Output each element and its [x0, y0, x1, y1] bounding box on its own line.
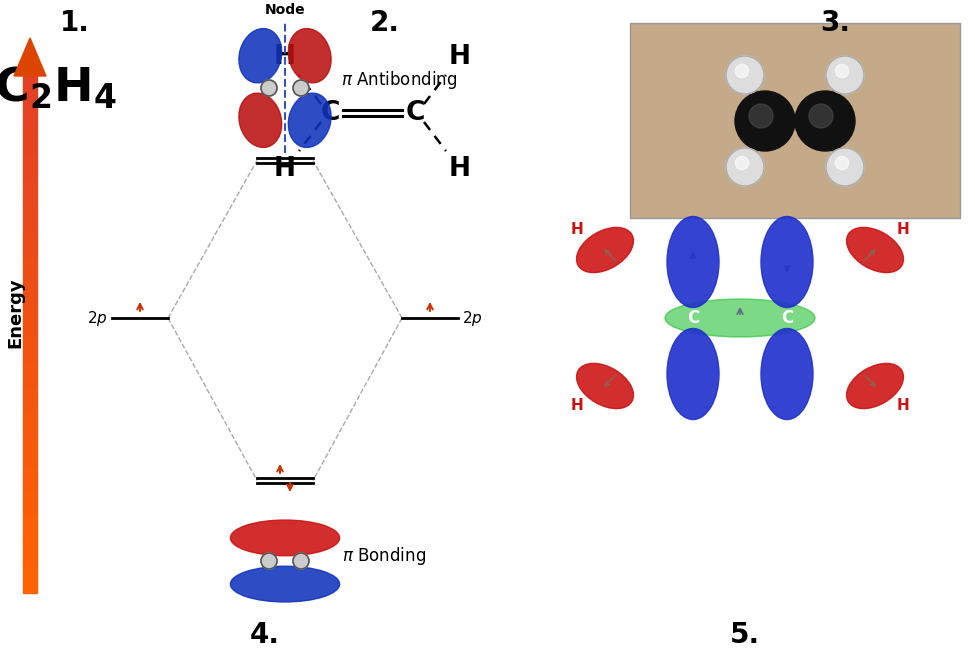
Text: H: H — [449, 156, 471, 182]
Text: H: H — [897, 223, 910, 238]
Ellipse shape — [239, 93, 282, 148]
Circle shape — [735, 156, 749, 170]
Ellipse shape — [289, 93, 332, 148]
Ellipse shape — [230, 566, 339, 602]
Ellipse shape — [665, 299, 815, 337]
Ellipse shape — [230, 520, 339, 556]
Text: Energy: Energy — [6, 278, 24, 348]
Ellipse shape — [846, 364, 904, 409]
Circle shape — [726, 56, 764, 94]
Bar — [23, 412, 37, 438]
Text: Node: Node — [264, 3, 305, 16]
FancyBboxPatch shape — [630, 23, 960, 218]
Text: C: C — [686, 309, 699, 327]
Bar — [23, 76, 37, 102]
Text: H: H — [274, 44, 296, 70]
Text: C: C — [406, 100, 425, 126]
Text: $2p$: $2p$ — [88, 308, 108, 328]
Text: H: H — [570, 223, 583, 238]
Text: $\pi$ Bonding: $\pi$ Bonding — [342, 545, 426, 567]
Circle shape — [726, 148, 764, 186]
Circle shape — [826, 148, 864, 186]
Circle shape — [293, 80, 309, 96]
Ellipse shape — [667, 328, 719, 419]
Bar — [23, 128, 37, 153]
Circle shape — [293, 553, 309, 569]
Bar — [23, 490, 37, 515]
Bar — [23, 231, 37, 257]
Bar — [23, 180, 37, 205]
Text: H: H — [449, 44, 471, 70]
Ellipse shape — [761, 328, 813, 419]
Bar — [23, 386, 37, 412]
Bar — [23, 464, 37, 490]
Ellipse shape — [576, 364, 634, 409]
Bar — [23, 153, 37, 180]
Text: 1.: 1. — [60, 9, 90, 37]
Bar — [23, 515, 37, 541]
Text: H: H — [274, 156, 296, 182]
Text: H: H — [570, 398, 583, 413]
Text: 5.: 5. — [730, 621, 760, 649]
Bar — [23, 334, 37, 360]
Text: $\pi$ Antibonding: $\pi$ Antibonding — [341, 69, 457, 91]
Text: H: H — [897, 398, 910, 413]
Ellipse shape — [846, 227, 904, 272]
Bar — [23, 541, 37, 567]
Circle shape — [836, 65, 848, 78]
Ellipse shape — [289, 29, 332, 83]
Circle shape — [826, 56, 864, 94]
Text: C: C — [321, 100, 339, 126]
Text: $2p$: $2p$ — [462, 308, 483, 328]
Text: 3.: 3. — [820, 9, 850, 37]
Text: 2.: 2. — [370, 9, 400, 37]
Circle shape — [735, 91, 795, 151]
Ellipse shape — [667, 217, 719, 308]
Bar — [23, 205, 37, 231]
Circle shape — [735, 65, 749, 78]
Circle shape — [809, 104, 833, 128]
Bar — [23, 438, 37, 464]
Bar — [23, 567, 37, 593]
Circle shape — [749, 104, 773, 128]
Bar — [23, 257, 37, 283]
Bar — [23, 102, 37, 128]
Ellipse shape — [761, 217, 813, 308]
Circle shape — [261, 80, 277, 96]
Text: $\mathbf{C_2H_4}$: $\mathbf{C_2H_4}$ — [0, 65, 116, 111]
Circle shape — [795, 91, 855, 151]
Text: 4.: 4. — [250, 621, 280, 649]
FancyArrow shape — [14, 38, 46, 76]
Ellipse shape — [239, 29, 282, 83]
Circle shape — [261, 553, 277, 569]
Bar — [23, 283, 37, 309]
Ellipse shape — [576, 227, 634, 272]
Bar — [23, 360, 37, 386]
Bar — [23, 309, 37, 334]
Text: C: C — [781, 309, 793, 327]
Circle shape — [836, 156, 848, 170]
